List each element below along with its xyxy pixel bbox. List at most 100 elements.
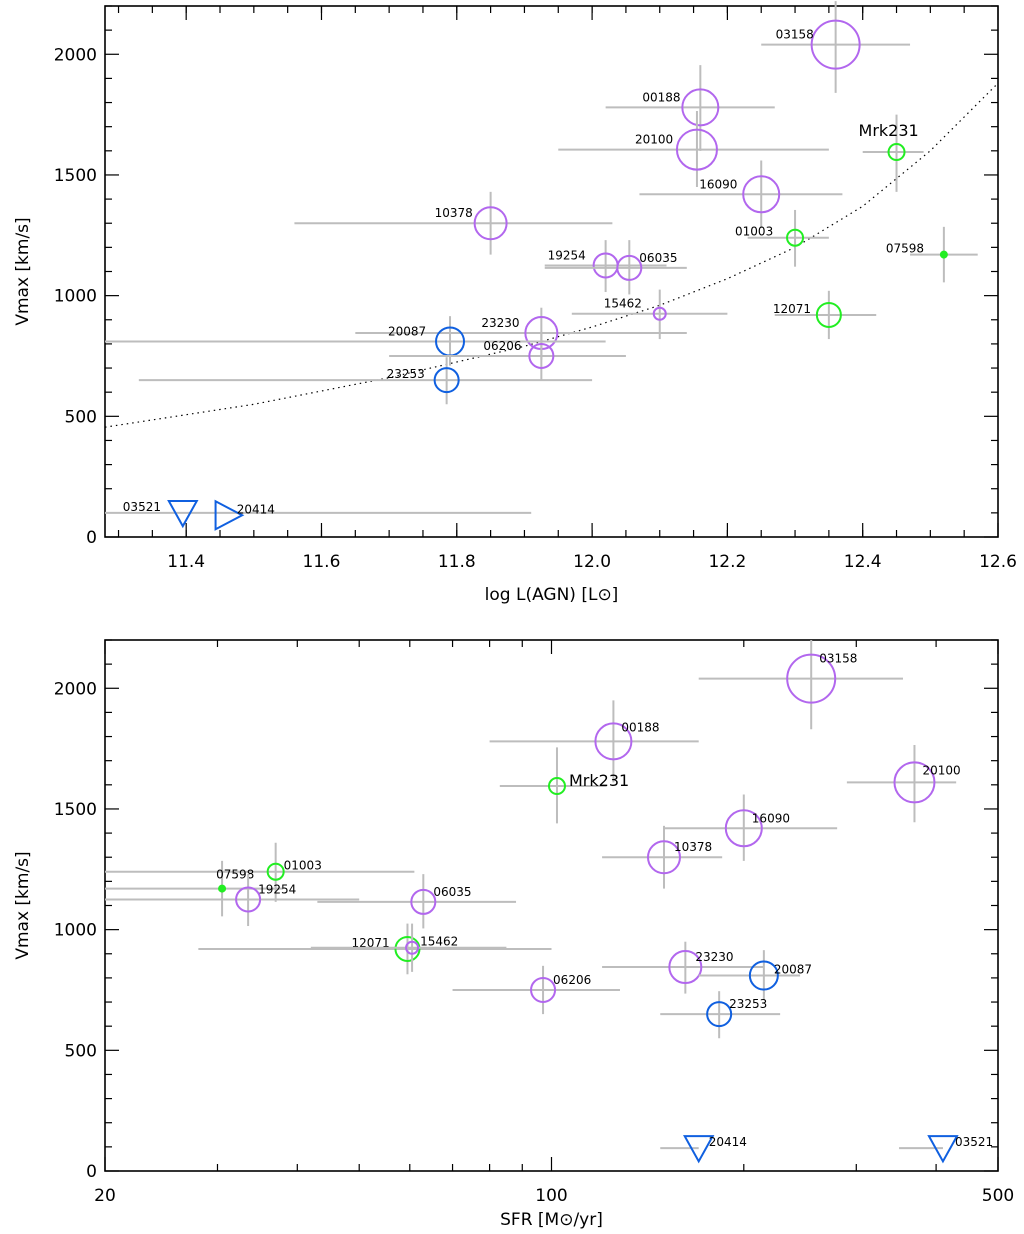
point-label: 00188: [621, 720, 659, 734]
x-tick-label: 12.2: [708, 552, 746, 572]
data-point-06035: 06035: [544, 240, 687, 295]
y-axis-title: Vmax [km/s]: [13, 851, 33, 959]
x-tick-label: 100: [535, 1186, 567, 1206]
point-label: 01003: [735, 225, 773, 239]
chart-panel-agn: 0 500 1000 1500 2000 11.4 11.6 11.8 12.0 12.2 12.4…: [13, 1, 1017, 605]
circle-marker: [266, 862, 285, 881]
point-label: 12071: [351, 936, 389, 950]
point-label: 07598: [886, 242, 924, 256]
data-point-10378: 10378: [602, 825, 723, 889]
data-point-03158: 03158: [698, 640, 903, 730]
data-point-20087: 20087: [698, 950, 812, 1000]
data-point-Mrk231: Mrk231: [499, 747, 629, 824]
fit-curve: [104, 82, 999, 428]
point-label: 23253: [729, 997, 767, 1011]
point-label: 15462: [420, 935, 458, 949]
y-tick-label: 0: [86, 1162, 97, 1182]
circle-marker: [887, 143, 906, 162]
x-tick-label: 20: [94, 1186, 116, 1206]
triangle-down-marker: [683, 1135, 715, 1164]
circle-marker: [786, 653, 837, 704]
point-label: 20087: [774, 962, 812, 976]
plot-frame: [104, 639, 999, 1172]
point-label: 19254: [548, 248, 586, 262]
circle-marker: [235, 886, 262, 913]
data-point-20100: 20100: [846, 744, 961, 823]
x-tick-label: 11.6: [303, 552, 341, 572]
circle-marker: [893, 761, 936, 804]
point-label: 03158: [819, 652, 857, 666]
x-tick-label: 12.6: [979, 552, 1017, 572]
circle-marker: [706, 1001, 733, 1028]
circle-marker: [724, 809, 763, 848]
y-tick-label: 0: [86, 528, 97, 548]
data-point-06206: 06206: [389, 331, 626, 381]
point-label: 10378: [435, 206, 473, 220]
y-tick-label: 2000: [54, 45, 97, 65]
point-label: 20414: [237, 502, 275, 516]
data-point-06206: 06206: [452, 965, 620, 1015]
y-tick-label: 1500: [54, 800, 97, 820]
triangle-right-marker: [214, 499, 245, 531]
data-point-12071: 12071: [773, 290, 877, 340]
circle-marker: [616, 254, 643, 281]
point-label: 10378: [674, 840, 712, 854]
y-axis-title: Vmax [km/s]: [13, 217, 33, 325]
data-point-20414: 20414: [660, 1135, 747, 1164]
data-point-03521: 03521: [105, 500, 532, 529]
circle-marker: [652, 306, 667, 321]
point-label: 03158: [776, 28, 814, 42]
x-tick-label: 11.8: [438, 552, 476, 572]
data-point-19254: 19254: [544, 240, 667, 293]
circle-marker: [786, 228, 805, 247]
circle-marker: [530, 976, 557, 1003]
circle-marker: [646, 840, 681, 875]
circle-marker: [473, 206, 508, 241]
point-label: Mrk231: [569, 771, 629, 790]
data-point-23253: 23253: [138, 357, 593, 405]
point-label: 20100: [922, 763, 960, 777]
data-point-16090: 16090: [663, 794, 838, 861]
data-point-10378: 10378: [294, 191, 613, 255]
circle-marker: [939, 250, 948, 259]
point-label: 06206: [553, 973, 591, 987]
point-label: 06035: [433, 885, 471, 899]
data-point-03521: 03521: [899, 1135, 993, 1164]
point-label: 23230: [481, 316, 519, 330]
y-tick-label: 2000: [54, 679, 97, 699]
circle-marker: [410, 888, 437, 915]
circle-marker: [433, 367, 460, 394]
x-tick-label: 12.0: [573, 552, 611, 572]
circle-marker: [218, 884, 227, 893]
y-tick-label: 1000: [54, 921, 97, 941]
point-label: 03521: [955, 1135, 993, 1149]
data-point-16090: 16090: [639, 160, 843, 229]
point-label: 06035: [639, 251, 677, 265]
circle-marker: [815, 301, 842, 328]
circle-marker: [547, 777, 566, 796]
circle-marker: [810, 19, 861, 70]
data-point-06035: 06035: [317, 874, 517, 929]
data-point-19254: 19254: [105, 874, 360, 927]
circle-marker: [528, 342, 555, 369]
circle-marker: [681, 88, 720, 127]
point-label: 01003: [284, 859, 322, 873]
data-point-00188: 00188: [489, 700, 699, 783]
circle-marker: [742, 175, 781, 214]
y-tick-label: 500: [65, 1041, 97, 1061]
point-label: 16090: [699, 177, 737, 191]
x-tick-label: 12.4: [844, 552, 882, 572]
triangle-down-marker: [927, 1135, 959, 1164]
circle-marker: [394, 935, 421, 962]
point-label: 07598: [216, 868, 254, 882]
data-point-03158: 03158: [761, 1, 911, 93]
data-point-01003: 01003: [105, 842, 415, 902]
point-label: 23230: [695, 950, 733, 964]
circle-marker: [405, 940, 420, 955]
point-label: 16090: [752, 811, 790, 825]
x-tick-label: 11.4: [167, 552, 205, 572]
x-axis-title: SFR [M⊙/yr]: [500, 1210, 603, 1230]
point-label: 23253: [387, 367, 425, 381]
